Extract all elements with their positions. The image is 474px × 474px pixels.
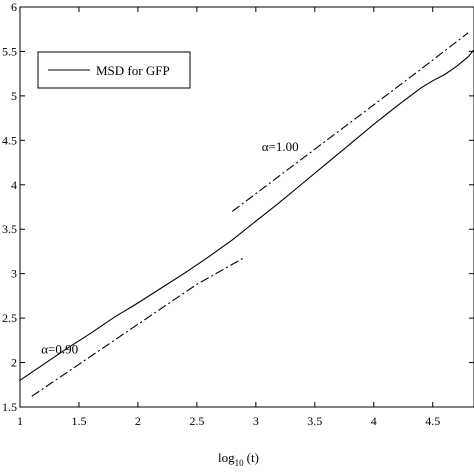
series-line-msd: [19, 49, 474, 381]
y-tick-label: 4: [11, 178, 17, 192]
annotation-alpha-0: α=1.00: [262, 139, 299, 154]
tick-labels: 1 1.5 2 2.5 3 3.5 4 4.51.522.533.544.555.56: [2, 0, 440, 428]
y-tick-label: 3.5: [2, 222, 17, 236]
x-tick-label: 4.5: [425, 414, 440, 428]
x-tick-label: 1.5: [71, 414, 86, 428]
y-tick-label: 3: [11, 267, 17, 281]
series-layer: [19, 32, 474, 397]
reference-line-1: [231, 32, 469, 212]
plot-frame: [19, 6, 474, 408]
annotations: α=1.00 α=0.90: [41, 139, 298, 357]
x-tick-label: 4: [371, 414, 377, 428]
y-tick-label: 2.5: [2, 311, 17, 325]
legend: MSD for GFP: [37, 51, 191, 89]
y-tick-label: 5: [11, 89, 17, 103]
x-tick-label: 2: [135, 414, 141, 428]
x-axis-label: log10 (t): [218, 450, 259, 468]
annotation-alpha-1: α=0.90: [41, 342, 78, 357]
legend-label-msd: MSD for GFP: [96, 63, 170, 78]
x-tick-label: 3.5: [307, 414, 322, 428]
x-tick-label: 2.5: [189, 414, 204, 428]
reference-line-2: [31, 257, 245, 397]
x-axis-label-tail: (t): [247, 450, 259, 465]
y-tick-label: 5.5: [2, 44, 17, 58]
x-tick-label: 3: [253, 414, 259, 428]
y-tick-label: 6: [11, 0, 17, 14]
y-tick-label: 2: [11, 356, 17, 370]
x-axis-label-main: log: [218, 450, 235, 465]
x-axis-label-sub: 10: [235, 458, 245, 468]
y-tick-label: 4.5: [2, 133, 17, 147]
x-tick-label: 1: [17, 414, 23, 428]
y-tick-label: 1.5: [2, 400, 17, 414]
